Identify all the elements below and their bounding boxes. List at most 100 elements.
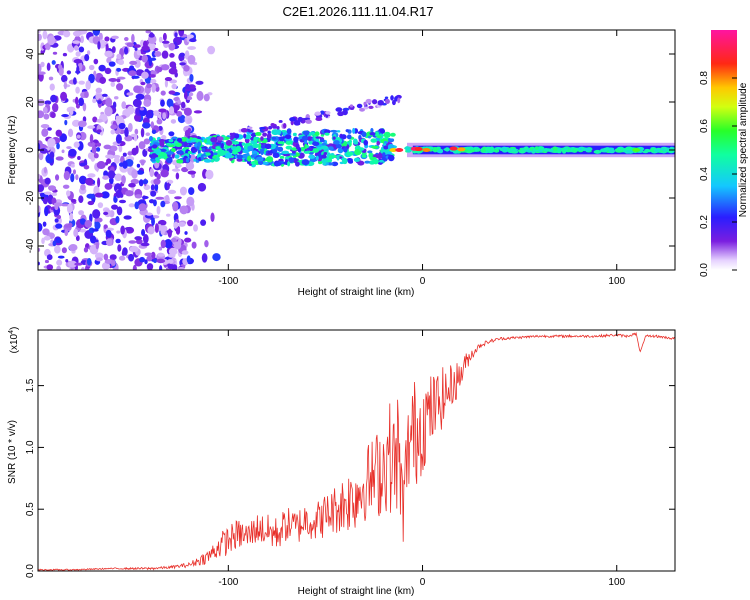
heatmap-cell [282,153,291,157]
heatmap-cell [141,45,150,51]
heatmap-cell [160,169,169,178]
heatmap-cell [44,206,49,217]
heatmap-cell [130,178,140,185]
heatmap-cell [83,164,90,170]
heatmap-cell [184,237,192,243]
heatmap-cell [153,258,157,264]
heatmap-cell [80,184,86,191]
heatmap-cell [150,78,157,84]
heatmap-cell [288,157,295,163]
heatmap-cell [146,263,154,270]
heatmap-cell [301,159,310,166]
snr-ylabel: SNR (10 * v/v) [7,420,18,484]
heatmap-cell [275,129,282,135]
heatmap-cell [51,192,58,197]
heatmap-cell [185,157,190,163]
heatmap-cell [260,149,264,156]
heatmap-cell [49,83,55,91]
heatmap-cell [277,146,284,152]
heatmap-cell [103,170,109,178]
heatmap-cell [106,158,112,164]
heatmap-cell [91,145,97,155]
heatmap-cell [63,81,68,90]
heatmap-cell [376,135,382,139]
heatmap-cell [291,151,296,154]
heatmap-cell [55,237,62,244]
heatmap-cell [397,97,401,104]
heatmap-cell [60,203,70,207]
heatmap-cell [171,168,181,172]
heatmap-cell [47,35,56,46]
heatmap-cell [184,129,191,138]
heatmap-cell [200,219,207,226]
heatmap-cell [336,130,341,133]
heatmap-cell [118,255,126,261]
heatmap-cell [138,179,144,187]
heatmap-cell [210,212,215,222]
heatmap-cell [164,77,173,82]
heatmap-cell [187,219,194,227]
heatmap-cell [203,159,212,163]
heatmap-cell [305,119,312,124]
heatmap-cell [466,150,472,153]
heatmap-cell [299,147,306,152]
heatmap-cell [383,145,389,150]
heatmap-cell [87,152,94,160]
heatmap-cell [367,150,373,154]
heatmap-cell [96,142,102,147]
heatmap-cell [81,267,85,270]
heatmap-cell [38,205,41,213]
heatmap-cell [175,227,181,235]
heatmap-cell [378,159,384,163]
heatmap-cell [68,148,77,157]
heatmap-cell [363,139,369,146]
colorbar-label: Normalized spectral amplitude [738,82,749,217]
heatmap-cell [52,51,58,55]
heatmap-cell [210,136,218,143]
heatmap-cell [203,93,210,102]
heatmap-cell [534,146,539,150]
heatmap-cell [96,161,106,169]
heatmap-cell [151,144,158,149]
heatmap-cell [197,182,207,192]
heatmap-cell [128,203,135,208]
heatmap-cell [159,140,165,147]
heatmap-cell [168,90,176,95]
heatmap-cell [94,252,104,260]
heatmap-cell [101,262,111,270]
heatmap-cell [177,99,181,105]
heatmap-peak [449,146,458,151]
heatmap-cell [359,107,366,112]
heatmap-cell [178,150,182,155]
heatmap-cell [204,240,209,248]
heatmap-cell [64,228,69,237]
heatmap-cell [65,259,69,263]
heatmap-cell [60,74,68,83]
heatmap-cell [40,49,44,55]
heatmap-cell [160,99,165,107]
heatmap-peak [632,148,641,152]
heatmap-cell [68,243,78,252]
heatmap-peak [389,148,398,152]
heatmap-cell [304,140,308,145]
heatmap-cell [112,101,117,109]
heatmap-cell [314,111,322,116]
heatmap-cell [179,62,186,66]
heatmap-cell [321,154,327,159]
heatmap-cell [166,157,173,164]
heatmap-cell [234,133,240,139]
snr-scale-label: (x104) [8,327,20,354]
heatmap-cell [389,138,395,141]
heatmap-cell [160,135,167,140]
colorbar-tick-label: 0.6 [699,119,710,133]
heatmap-cell [154,182,159,192]
heatmap-cell [153,149,162,154]
spectrogram-heatmap [38,30,675,270]
heatmap-cell [158,246,163,251]
heatmap-cell [149,74,156,78]
heatmap-cell [38,151,44,161]
heatmap-cell [332,136,336,140]
heatmap-cell [265,153,273,156]
heatmap-cell [41,128,49,137]
heatmap-cell [66,146,72,150]
